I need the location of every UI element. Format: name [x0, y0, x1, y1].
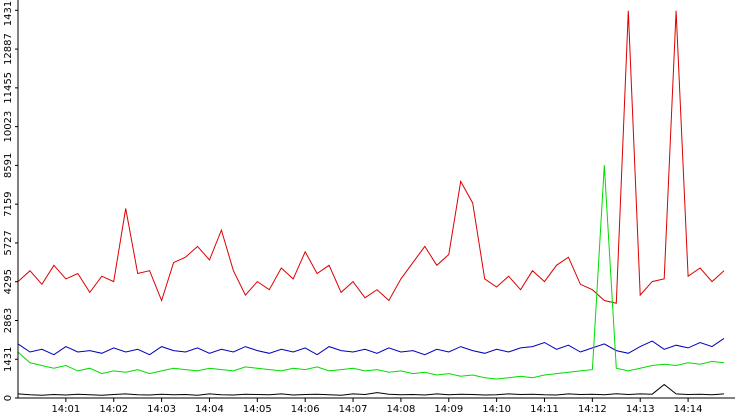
data-line — [17, 165, 725, 380]
y-tick-label: 7159 — [3, 191, 14, 216]
y-tick-label: 1431 — [3, 347, 14, 372]
data-line — [17, 10, 725, 304]
x-tick-label: 14:03 — [147, 404, 176, 415]
x-tick-label: 14:12 — [578, 404, 607, 415]
y-tick-label: 12887 — [3, 33, 14, 65]
x-tick-label: 14:09 — [434, 404, 463, 415]
x-tick-label: 14:11 — [530, 404, 559, 415]
y-tick-label: 8591 — [3, 153, 14, 178]
y-tick-label: 0 — [3, 395, 14, 401]
x-tick-label: 14:04 — [195, 404, 224, 415]
x-tick-label: 14:05 — [243, 404, 272, 415]
data-line — [17, 337, 725, 356]
x-tick-label: 14:13 — [626, 404, 655, 415]
x-tick-label: 14:01 — [51, 404, 80, 415]
x-tick-label: 14:14 — [674, 404, 703, 415]
x-tick-label: 14:06 — [291, 404, 320, 415]
y-tick-label: 10023 — [3, 111, 14, 143]
y-tick-label: 2863 — [3, 308, 14, 333]
y-tick-label: 14319 — [3, 0, 14, 26]
x-tick-label: 14:07 — [339, 404, 368, 415]
y-tick-label: 5727 — [3, 230, 14, 255]
x-tick-label: 14:10 — [482, 404, 511, 415]
y-tick-label: 4295 — [3, 269, 14, 294]
x-tick-label: 14:02 — [99, 404, 128, 415]
data-line — [17, 383, 725, 396]
y-tick-label: 11455 — [3, 72, 14, 104]
x-tick-label: 14:08 — [386, 404, 415, 415]
